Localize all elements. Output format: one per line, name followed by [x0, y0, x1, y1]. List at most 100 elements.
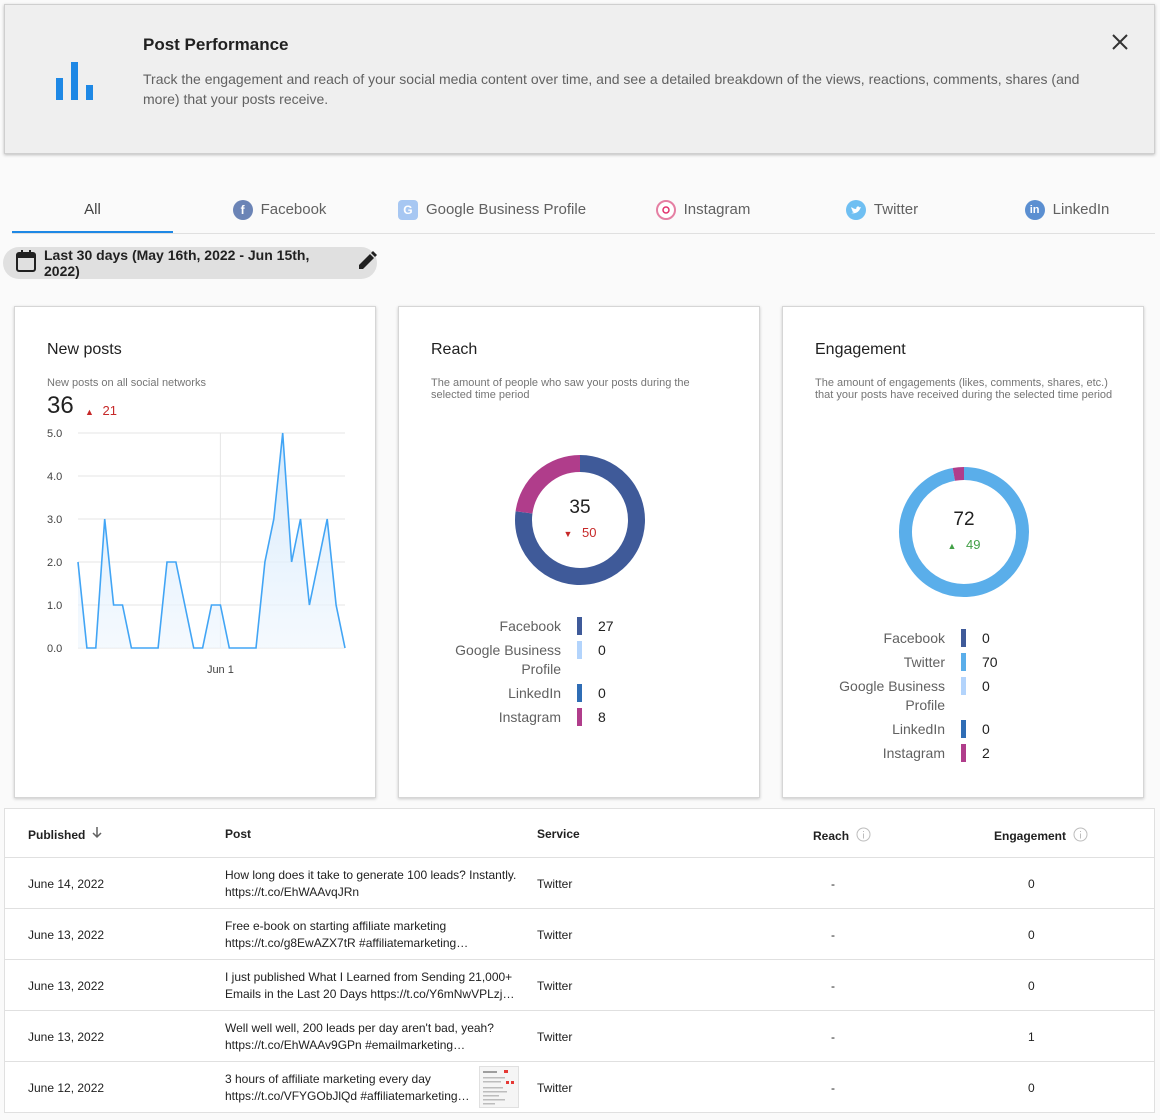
card-title: New posts	[47, 341, 122, 358]
reach-center: 35 ▼ 50	[540, 497, 620, 540]
post-line: https://t.co/g8EwAZX7tR #affiliatemarket…	[225, 936, 469, 950]
service: Twitter	[537, 1081, 573, 1095]
column-header-post[interactable]: Post	[225, 827, 252, 841]
table-row[interactable]: June 13, 2022 Free e-book on starting af…	[5, 908, 1154, 959]
reach-value: -	[831, 1081, 835, 1095]
engagement-donut-chart	[899, 467, 1029, 597]
legend-label: Facebook	[499, 618, 561, 634]
card-subtitle: The amount of people who saw your posts …	[431, 377, 690, 401]
published-date: June 13, 2022	[28, 979, 105, 993]
post-text[interactable]: 3 hours of affiliate marketing every day…	[225, 1071, 475, 1105]
delta-down-arrow-icon: ▼	[563, 529, 573, 539]
delta-indicator: ▲ 49	[924, 537, 1004, 552]
post-text[interactable]: Free e-book on starting affiliate market…	[225, 918, 520, 952]
twitter-icon	[845, 199, 866, 220]
donut-slice	[515, 455, 645, 585]
legend-value: 70	[982, 654, 998, 670]
x-tick-label: Jun 1	[207, 664, 234, 676]
reach-value: -	[831, 1030, 835, 1044]
date-range-label: Last 30 days (May 16th, 2022 - Jun 15th,…	[44, 247, 310, 279]
post-line: 3 hours of affiliate marketing every day	[225, 1072, 431, 1086]
sort-down-arrow-icon[interactable]	[92, 827, 102, 842]
legend-value: 0	[598, 642, 606, 658]
network-tabs: All f Facebook G Google Business Profile…	[12, 186, 1155, 234]
legend-label: Google Business Profile	[839, 678, 945, 713]
legend-label: Facebook	[883, 630, 945, 646]
engagement-value: 0	[1028, 877, 1035, 891]
donut-slice	[515, 455, 581, 514]
legend-item: Google Business Profile 0	[399, 641, 761, 684]
card-title: Reach	[431, 341, 478, 358]
column-header-published[interactable]: Published	[28, 827, 102, 842]
close-icon[interactable]	[1109, 31, 1131, 53]
engagement-value: 0	[1028, 1081, 1035, 1095]
post-line: Emails in the Last 20 Days https://t.co/…	[225, 987, 515, 1001]
info-icon[interactable]	[856, 827, 871, 845]
tab-instagram[interactable]: Instagram	[648, 186, 758, 233]
delta-value: 49	[966, 537, 981, 552]
reach-card: Reach The amount of people who saw your …	[398, 306, 760, 798]
engagement-value: 1	[1028, 1030, 1035, 1044]
info-icon[interactable]	[1073, 827, 1088, 845]
post-line: I just published What I Learned from Sen…	[225, 970, 513, 984]
tab-twitter[interactable]: Twitter	[842, 186, 922, 233]
bar-chart-icon	[56, 62, 96, 100]
reach-value: -	[831, 928, 835, 942]
legend-color-bar	[577, 684, 582, 702]
legend-item: Twitter 70	[783, 653, 1145, 677]
date-range-chip[interactable]: Last 30 days (May 16th, 2022 - Jun 15th,…	[3, 247, 377, 279]
post-text[interactable]: Well well well, 200 leads per day aren't…	[225, 1020, 520, 1054]
card-subtitle: New posts on all social networks	[47, 377, 206, 389]
post-line: https://t.co/EhWAAv9GPn #emailmarketing…	[225, 1038, 466, 1052]
y-tick-label: 1.0	[47, 600, 62, 612]
tab-all[interactable]: All	[12, 186, 173, 233]
legend-color-bar	[961, 653, 966, 671]
table-row[interactable]: June 13, 2022 I just published What I Le…	[5, 959, 1154, 1010]
google-business-icon: G	[397, 199, 418, 220]
post-text[interactable]: I just published What I Learned from Sen…	[225, 969, 520, 1003]
legend-value: 2	[982, 745, 990, 761]
delta-value: 50	[582, 525, 597, 540]
legend-value: 8	[598, 709, 606, 725]
post-thumbnail[interactable]	[479, 1066, 519, 1108]
legend-color-bar	[577, 641, 582, 659]
delta-indicator: ▲ 21	[85, 403, 117, 418]
table-row[interactable]: June 13, 2022 Well well well, 200 leads …	[5, 1010, 1154, 1061]
legend-color-bar	[961, 677, 966, 695]
published-date: June 14, 2022	[28, 877, 105, 891]
post-line: https://t.co/EhWAAvqJRn	[225, 885, 360, 899]
new-posts-line-chart: 5.0 4.0 3.0 2.0 1.0 0.0 Jun 1	[47, 428, 346, 676]
table-row[interactable]: June 12, 2022 3 hours of affiliate marke…	[5, 1061, 1154, 1112]
tab-label: All	[84, 201, 101, 218]
y-tick-label: 5.0	[47, 428, 62, 440]
calendar-icon	[16, 249, 36, 277]
active-tab-indicator	[12, 231, 173, 233]
legend-value: 0	[982, 630, 990, 646]
y-tick-label: 0.0	[47, 643, 62, 655]
edit-pencil-icon[interactable]	[357, 250, 377, 276]
y-tick-label: 4.0	[47, 471, 62, 483]
column-header-engagement[interactable]: Engagement	[994, 827, 1088, 845]
legend-item: Google Business Profile 0	[783, 677, 1145, 720]
column-header-service[interactable]: Service	[537, 827, 580, 841]
tab-linkedin[interactable]: in LinkedIn	[1017, 186, 1117, 233]
tab-label: Google Business Profile	[425, 201, 587, 218]
service: Twitter	[537, 979, 573, 993]
table-row[interactable]: June 14, 2022 How long does it take to g…	[5, 857, 1154, 908]
reach-value: -	[831, 877, 835, 891]
facebook-icon: f	[232, 199, 253, 220]
column-header-reach[interactable]: Reach	[813, 827, 871, 845]
header-label: Reach	[813, 829, 850, 843]
tab-google-business-profile[interactable]: G Google Business Profile	[392, 186, 592, 233]
legend-item: Instagram 8	[399, 708, 761, 732]
header-label: Engagement	[994, 829, 1067, 843]
legend-value: 27	[598, 618, 614, 634]
legend-label: Instagram	[882, 745, 945, 761]
delta-up-arrow-icon: ▲	[947, 541, 957, 551]
series-area	[78, 433, 345, 648]
post-line: Free e-book on starting affiliate market…	[225, 919, 447, 933]
service: Twitter	[537, 928, 573, 942]
post-text[interactable]: How long does it take to generate 100 le…	[225, 867, 520, 901]
donut-slice	[952, 467, 965, 481]
tab-facebook[interactable]: f Facebook	[222, 186, 337, 233]
